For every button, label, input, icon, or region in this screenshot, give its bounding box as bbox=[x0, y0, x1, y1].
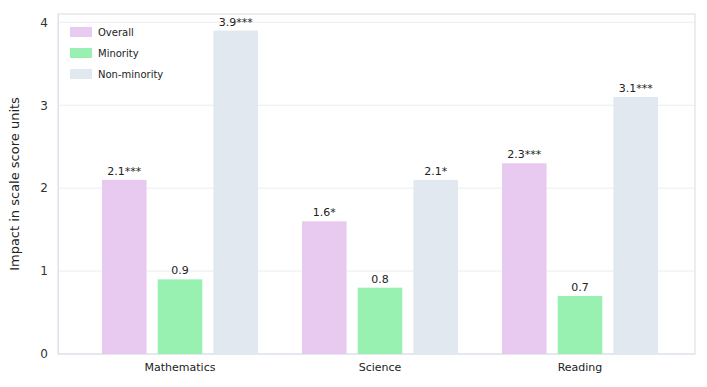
legend-entry: Non-minority bbox=[70, 69, 163, 80]
y-tick: 0 bbox=[40, 347, 58, 361]
y-tick: 1 bbox=[40, 264, 58, 278]
bar bbox=[413, 180, 458, 354]
y-tick-label: 0 bbox=[40, 347, 48, 361]
x-axis: Mathematics Science Reading bbox=[58, 354, 695, 374]
y-tick-label: 2 bbox=[40, 181, 48, 195]
bar bbox=[158, 279, 203, 354]
grid bbox=[58, 22, 695, 354]
y-axis-line bbox=[58, 15, 59, 355]
legend-label: Minority bbox=[98, 48, 139, 59]
x-tick: Reading bbox=[558, 354, 603, 374]
x-tick: Mathematics bbox=[145, 354, 216, 374]
bars bbox=[102, 31, 658, 354]
data-label: 2.3*** bbox=[507, 148, 541, 161]
y-axis: 0 1 2 3 4 bbox=[40, 15, 58, 362]
x-tick-label: Science bbox=[359, 361, 402, 374]
legend: Overall Minority Non-minority bbox=[70, 27, 163, 80]
bar bbox=[102, 180, 147, 354]
grid-line bbox=[58, 271, 695, 272]
y-tick-label: 1 bbox=[40, 264, 48, 278]
legend-swatch bbox=[70, 69, 92, 79]
bar bbox=[213, 31, 258, 354]
chart: 0 1 2 3 4 Mathematics Science Reading 2.1*** 1.6*… bbox=[0, 0, 707, 387]
y-tick: 3 bbox=[40, 99, 58, 113]
grid-line bbox=[58, 22, 695, 23]
y-tick-label: 4 bbox=[40, 16, 48, 30]
data-label: 2.1*** bbox=[107, 165, 141, 178]
bar bbox=[558, 296, 603, 354]
x-tick: Science bbox=[359, 354, 402, 374]
plot: 0 1 2 3 4 Mathematics Science Reading 2.1*** 1.6*… bbox=[40, 14, 695, 374]
y-axis-title: Impact in scale score units bbox=[7, 97, 22, 271]
legend-label: Non-minority bbox=[98, 69, 163, 80]
y-tick: 2 bbox=[40, 181, 58, 195]
data-label: 3.1*** bbox=[619, 82, 653, 95]
plot-frame bbox=[58, 14, 695, 354]
data-labels: 2.1*** 1.6* 2.3*** 0.9 0.8 0.7 3.9*** 2.1* 3.1**… bbox=[107, 16, 653, 294]
bar bbox=[302, 221, 347, 354]
bar bbox=[358, 288, 403, 354]
legend-label: Overall bbox=[98, 27, 134, 38]
grid-line bbox=[58, 105, 695, 106]
x-tick-label: Mathematics bbox=[145, 361, 216, 374]
data-label: 0.9 bbox=[171, 264, 189, 277]
y-tick-label: 3 bbox=[40, 99, 48, 113]
grid-line bbox=[58, 188, 695, 189]
bar bbox=[613, 97, 658, 354]
legend-swatch bbox=[70, 27, 92, 37]
data-label: 2.1* bbox=[424, 165, 447, 178]
data-label: 0.7 bbox=[571, 281, 589, 294]
data-label: 0.8 bbox=[371, 273, 389, 286]
data-label: 3.9*** bbox=[219, 16, 253, 29]
legend-entry: Overall bbox=[70, 27, 134, 38]
y-tick: 4 bbox=[40, 16, 58, 30]
data-label: 1.6* bbox=[313, 206, 336, 219]
bar bbox=[502, 163, 547, 354]
legend-entry: Minority bbox=[70, 48, 139, 59]
x-tick-label: Reading bbox=[558, 361, 603, 374]
legend-swatch bbox=[70, 48, 92, 58]
